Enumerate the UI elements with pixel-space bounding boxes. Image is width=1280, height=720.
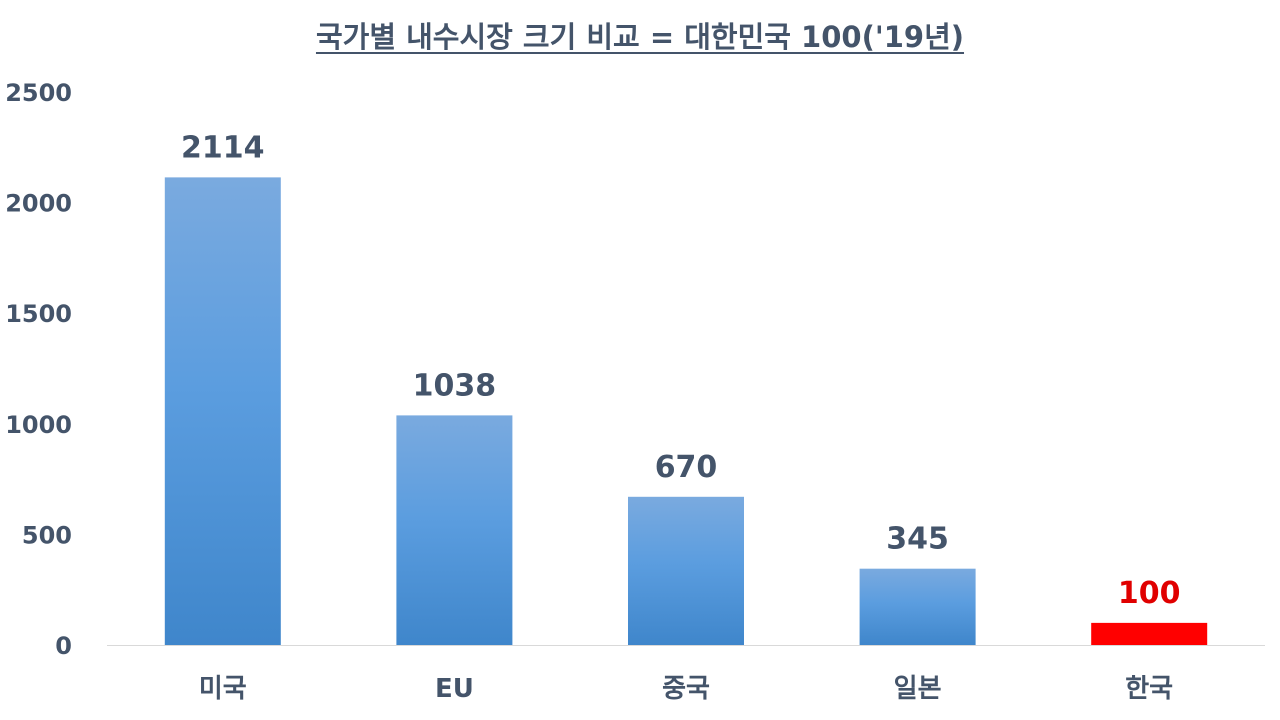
y-axis: 0 500 1000 1500 2000 2500 — [5, 79, 72, 660]
chart-title: 국가별 내수시장 크기 비교 = 대한민국 100('19년) — [315, 20, 965, 54]
data-label: 100 — [1118, 576, 1181, 611]
y-tick-label: 500 — [22, 521, 72, 549]
x-tick-label: EU — [435, 674, 474, 704]
bar-4 — [1091, 622, 1208, 645]
y-tick-label: 0 — [55, 632, 72, 660]
data-label: 1038 — [413, 368, 497, 403]
bar-3 — [859, 568, 976, 645]
data-label: 2114 — [181, 130, 265, 165]
y-tick-label: 1000 — [5, 411, 72, 439]
bar-1 — [396, 415, 513, 645]
x-tick-label: 일본 — [894, 674, 942, 704]
bar-2 — [628, 496, 744, 645]
data-label: 345 — [886, 522, 949, 557]
y-tick-label: 2500 — [5, 79, 72, 107]
bars-group — [164, 177, 1208, 646]
x-axis-labels: 미국 EU 중국 일본 한국 — [199, 674, 1173, 704]
data-label: 670 — [655, 450, 718, 485]
y-tick-label: 1500 — [5, 300, 72, 328]
x-tick-label: 미국 — [199, 674, 247, 704]
data-labels-group: 2114 1038 670 345 100 — [181, 130, 1180, 610]
bar-0 — [164, 177, 281, 646]
y-tick-label: 2000 — [5, 190, 72, 218]
x-tick-label: 한국 — [1125, 674, 1173, 704]
x-tick-label: 중국 — [662, 674, 710, 704]
